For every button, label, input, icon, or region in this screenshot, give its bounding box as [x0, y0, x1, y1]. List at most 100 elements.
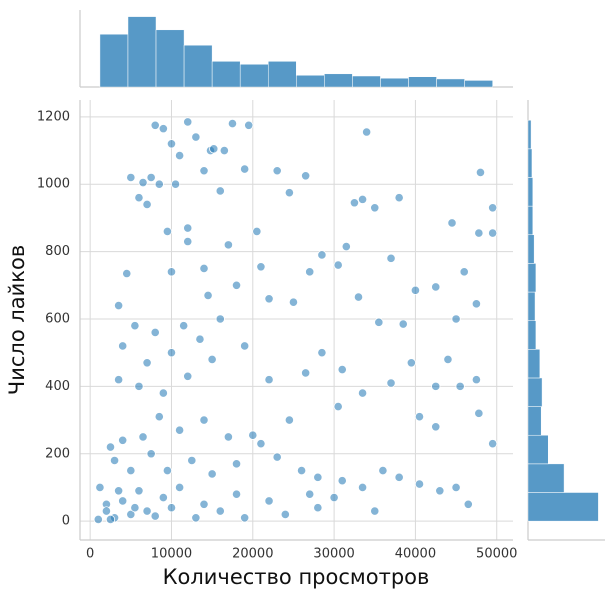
y-axis-label: Число лайков: [5, 245, 29, 395]
point: [118, 496, 128, 506]
bar: [99, 33, 129, 88]
point: [223, 240, 233, 250]
point: [118, 435, 128, 445]
point: [175, 425, 185, 435]
point: [183, 371, 193, 381]
point: [313, 503, 323, 513]
point: [349, 198, 360, 208]
point: [284, 415, 294, 425]
point: [240, 164, 250, 174]
bar: [527, 492, 599, 522]
y-tick-label: 200: [45, 446, 70, 461]
bar: [211, 61, 241, 88]
point: [166, 267, 177, 277]
point: [357, 388, 368, 398]
point: [114, 486, 124, 496]
point: [451, 482, 461, 493]
bar: [527, 406, 542, 436]
point: [244, 120, 254, 130]
point: [414, 412, 425, 422]
point: [93, 514, 103, 525]
point: [166, 503, 177, 513]
bar: [324, 73, 353, 88]
point: [386, 253, 396, 263]
bar: [527, 463, 565, 493]
bar: [527, 177, 534, 207]
point: [463, 499, 473, 509]
bar: [527, 320, 537, 350]
y-tick-label: 1200: [37, 109, 70, 124]
point: [474, 228, 484, 238]
point: [227, 118, 238, 129]
bar: [527, 119, 532, 150]
point: [187, 455, 197, 466]
point: [183, 117, 193, 127]
point: [109, 455, 120, 466]
point: [219, 145, 229, 156]
bar: [527, 349, 541, 379]
point: [191, 132, 201, 142]
point: [378, 465, 388, 476]
point: [150, 120, 160, 130]
point: [471, 375, 482, 385]
point: [207, 354, 217, 365]
point: [95, 482, 105, 493]
point: [223, 432, 233, 442]
point: [158, 124, 168, 134]
point: [248, 430, 258, 440]
point: [474, 408, 484, 418]
bar: [527, 148, 533, 178]
point: [134, 486, 144, 496]
point: [406, 358, 416, 368]
point: [150, 511, 160, 521]
y-tick-label: 800: [45, 244, 70, 259]
point: [272, 166, 282, 176]
point: [154, 412, 164, 422]
bar: [183, 44, 213, 88]
bar: [527, 434, 549, 465]
bar: [464, 80, 493, 88]
point: [451, 314, 461, 324]
x-tick-label: 20000: [232, 547, 273, 562]
point: [162, 226, 173, 236]
point: [231, 459, 242, 469]
point: [488, 228, 498, 238]
point: [394, 193, 404, 203]
point: [357, 194, 368, 204]
point: [317, 250, 327, 260]
point: [142, 506, 152, 516]
point: [179, 321, 189, 331]
point: [134, 381, 144, 391]
point: [488, 203, 498, 213]
point: [170, 179, 181, 189]
point: [209, 144, 219, 154]
point: [126, 172, 136, 183]
point: [337, 476, 347, 486]
bar: [436, 78, 465, 88]
point: [215, 314, 225, 324]
point: [231, 280, 242, 290]
point: [370, 506, 380, 516]
x-tick-label: 30000: [313, 547, 354, 562]
point: [333, 260, 343, 270]
point: [158, 492, 168, 503]
point: [231, 489, 242, 499]
point: [264, 294, 274, 304]
bar: [527, 263, 537, 293]
bar: [527, 377, 543, 407]
bar: [155, 29, 185, 88]
point: [471, 299, 482, 309]
point: [138, 432, 148, 442]
point: [134, 193, 144, 203]
point: [370, 203, 380, 213]
point: [410, 285, 421, 295]
point: [158, 388, 168, 398]
point: [288, 297, 299, 307]
point: [130, 503, 140, 513]
point: [386, 378, 396, 388]
point: [215, 186, 225, 196]
point: [357, 482, 368, 493]
point: [175, 482, 185, 493]
bar: [408, 76, 437, 88]
